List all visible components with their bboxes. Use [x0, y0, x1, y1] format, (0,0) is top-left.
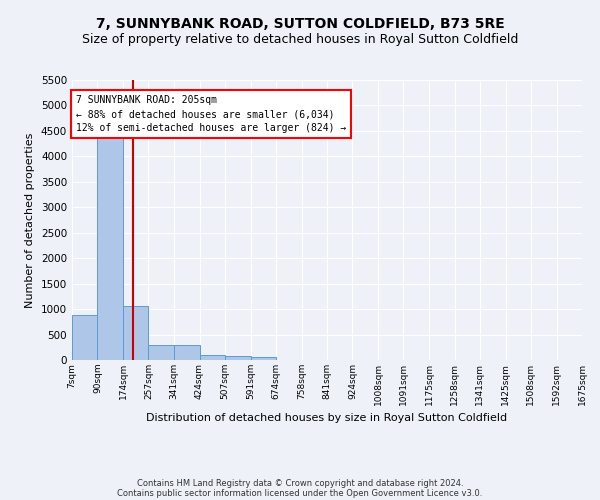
Bar — [251, 357, 276, 360]
Bar — [225, 356, 251, 360]
X-axis label: Distribution of detached houses by size in Royal Sutton Coldfield: Distribution of detached houses by size … — [146, 413, 508, 423]
Text: Contains public sector information licensed under the Open Government Licence v3: Contains public sector information licen… — [118, 488, 482, 498]
Bar — [199, 356, 225, 360]
Text: 7, SUNNYBANK ROAD, SUTTON COLDFIELD, B73 5RE: 7, SUNNYBANK ROAD, SUTTON COLDFIELD, B73… — [95, 18, 505, 32]
Y-axis label: Number of detached properties: Number of detached properties — [25, 132, 35, 308]
Text: 7 SUNNYBANK ROAD: 205sqm
← 88% of detached houses are smaller (6,034)
12% of sem: 7 SUNNYBANK ROAD: 205sqm ← 88% of detach… — [76, 96, 346, 134]
Bar — [72, 315, 97, 360]
Bar — [123, 306, 148, 360]
Bar — [174, 345, 199, 360]
Text: Contains HM Land Registry data © Crown copyright and database right 2024.: Contains HM Land Registry data © Crown c… — [137, 478, 463, 488]
Bar — [148, 345, 174, 360]
Bar — [97, 128, 123, 360]
Text: Size of property relative to detached houses in Royal Sutton Coldfield: Size of property relative to detached ho… — [82, 32, 518, 46]
